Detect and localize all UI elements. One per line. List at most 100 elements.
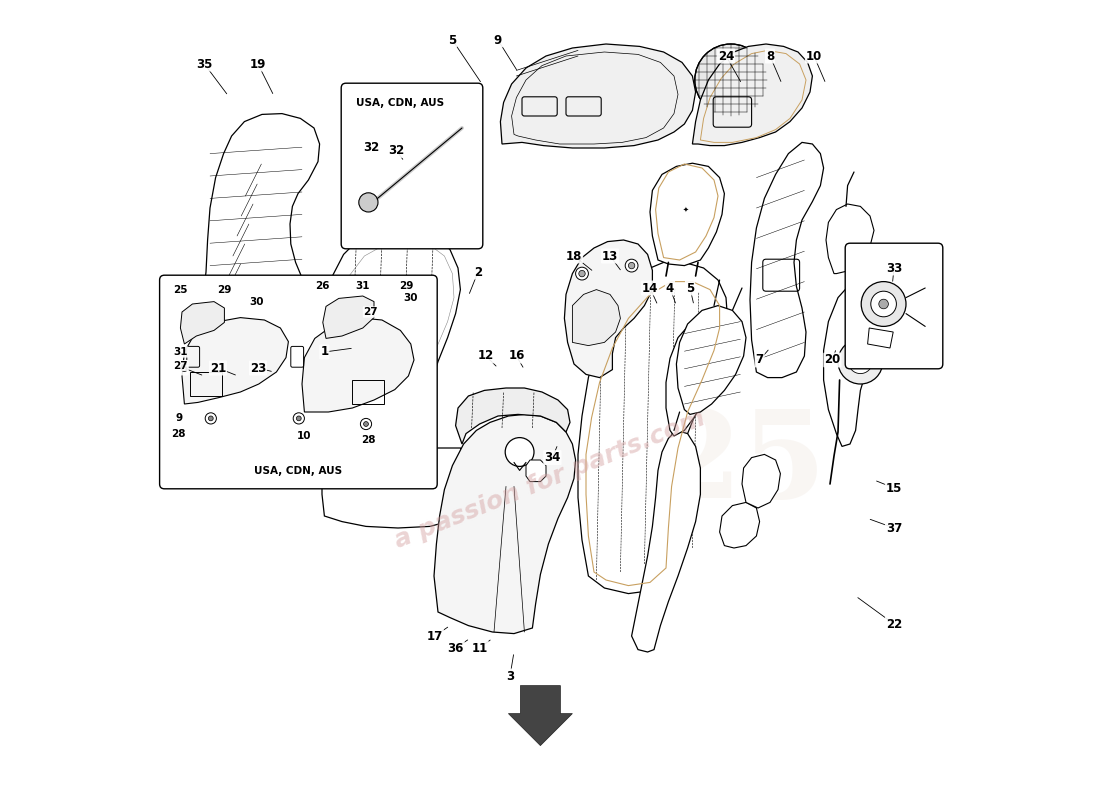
Polygon shape [572,290,620,346]
Circle shape [361,418,372,430]
Polygon shape [578,262,727,594]
Circle shape [294,413,305,424]
Text: 28: 28 [172,430,186,439]
Polygon shape [750,142,824,378]
Circle shape [296,416,301,421]
Polygon shape [197,114,320,378]
Polygon shape [826,204,875,274]
Text: 29: 29 [399,281,414,290]
Text: 22: 22 [886,618,902,630]
Circle shape [879,299,889,309]
Text: 16: 16 [508,350,525,362]
Polygon shape [676,306,746,414]
Text: 20: 20 [824,354,840,366]
Text: 26: 26 [316,281,330,290]
FancyBboxPatch shape [160,275,437,489]
Text: 12: 12 [477,350,494,362]
Text: 30: 30 [404,294,418,303]
Polygon shape [318,226,461,458]
Text: 28: 28 [361,435,375,445]
Polygon shape [302,318,414,412]
Text: 1: 1 [320,346,329,358]
Text: 5: 5 [686,282,694,294]
Polygon shape [182,318,288,404]
Circle shape [579,270,585,277]
Text: 10: 10 [806,50,822,62]
FancyBboxPatch shape [341,83,483,249]
Text: 13: 13 [602,250,618,262]
Text: ✦: ✦ [397,171,403,178]
Text: 15: 15 [886,482,902,494]
Text: USA, CDN, AUS: USA, CDN, AUS [355,98,443,108]
Text: 6: 6 [179,362,188,374]
Text: 11: 11 [472,642,487,654]
Polygon shape [631,430,701,652]
Text: 17: 17 [427,630,443,642]
Polygon shape [868,328,893,348]
Text: 30: 30 [249,297,264,306]
Polygon shape [692,44,813,146]
Circle shape [695,44,767,116]
Text: 34: 34 [544,451,561,464]
Circle shape [364,422,368,426]
Text: 4: 4 [666,282,674,294]
Text: 31: 31 [173,347,188,357]
Text: 10: 10 [297,431,311,441]
Circle shape [838,339,883,384]
Circle shape [871,291,896,317]
Polygon shape [322,448,466,528]
Text: a passion for parts.com: a passion for parts.com [392,406,708,554]
Text: 24: 24 [718,50,734,62]
Text: 23: 23 [250,362,266,374]
Polygon shape [508,686,572,746]
Polygon shape [500,44,695,148]
Text: 32: 32 [364,141,380,154]
Text: 8: 8 [766,50,774,62]
Text: 7: 7 [756,354,763,366]
Circle shape [208,416,213,421]
Text: 29: 29 [217,286,232,295]
FancyBboxPatch shape [845,243,943,369]
Circle shape [628,262,635,269]
Text: 25: 25 [173,286,188,295]
Polygon shape [526,460,546,482]
Circle shape [236,318,285,366]
Polygon shape [719,502,760,548]
Text: 35: 35 [196,58,212,70]
Text: 32: 32 [388,144,405,157]
Text: 5: 5 [449,34,456,46]
Text: 21: 21 [210,362,227,374]
Text: 25: 25 [657,405,827,523]
Text: ✦: ✦ [683,206,689,213]
Text: 2: 2 [474,266,482,278]
Text: 31: 31 [355,281,370,290]
Text: 14: 14 [641,282,658,294]
Text: 27: 27 [173,361,188,370]
Circle shape [575,267,589,280]
Circle shape [848,350,872,374]
Circle shape [900,272,924,296]
Polygon shape [364,126,437,226]
Text: 37: 37 [886,522,902,534]
Polygon shape [180,302,224,344]
Polygon shape [564,240,652,378]
Polygon shape [434,414,575,634]
Polygon shape [892,258,926,314]
Bar [190,372,222,396]
Circle shape [625,259,638,272]
Text: USA, CDN, AUS: USA, CDN, AUS [254,466,342,476]
Circle shape [359,193,378,212]
Text: 27: 27 [363,307,378,317]
Circle shape [206,413,217,424]
Polygon shape [742,454,780,508]
Text: 9: 9 [494,34,502,46]
Text: 36: 36 [448,642,464,654]
Bar [352,380,384,404]
Circle shape [861,282,906,326]
Text: 18: 18 [565,250,582,262]
Polygon shape [666,318,725,436]
Text: 9: 9 [175,414,183,423]
Text: 19: 19 [250,58,266,70]
Circle shape [505,438,534,466]
Polygon shape [455,388,570,444]
